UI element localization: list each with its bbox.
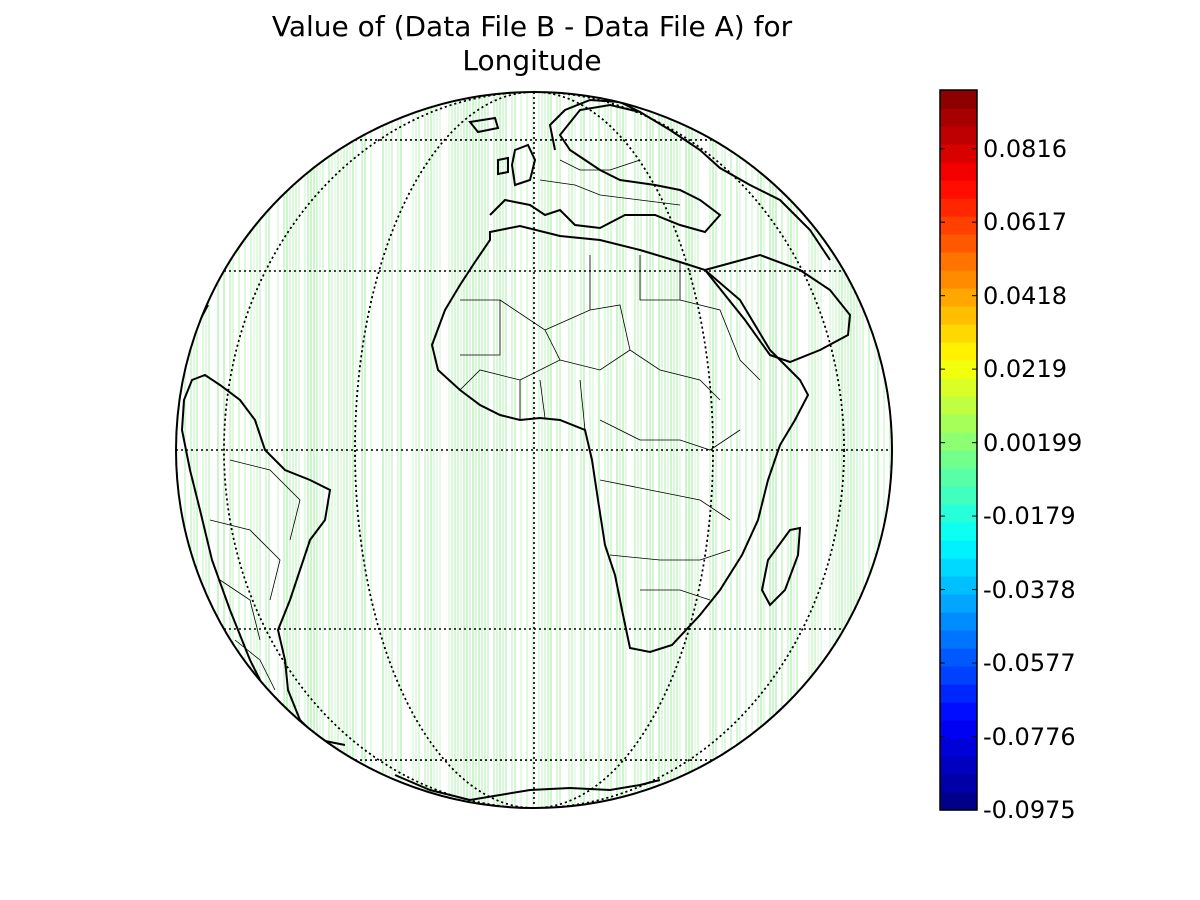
colorbar-band	[940, 324, 977, 343]
colorbar-band	[940, 414, 977, 433]
colorbar-band	[940, 108, 977, 127]
colorbar-band	[940, 234, 977, 253]
south-america-coastline	[180, 373, 346, 746]
colorbar-tick-label: -0.0179	[983, 502, 1076, 531]
colorbar-tick-label: 0.0219	[983, 355, 1067, 384]
colorbar-band	[940, 288, 977, 307]
colorbar-band	[940, 504, 977, 523]
colorbar-band	[940, 702, 977, 721]
madagascar-coastline	[760, 526, 802, 607]
globe-outline	[175, 91, 893, 809]
colorbar-band	[940, 558, 977, 577]
arabia-coastline	[703, 253, 852, 364]
colorbar-band	[940, 360, 977, 379]
colorbar-band	[940, 306, 977, 325]
ireland-coastline	[497, 156, 509, 176]
colorbar-band	[940, 468, 977, 487]
colorbar-tick-label: -0.0378	[983, 575, 1076, 604]
colorbar-band	[940, 342, 977, 361]
longitude-line	[223, 92, 845, 808]
colorbar-band	[940, 144, 977, 163]
colorbar-band	[940, 720, 977, 739]
britain-coastline	[510, 143, 537, 187]
colorbar-tick-label: -0.0577	[983, 649, 1076, 678]
colorbar-band	[940, 126, 977, 145]
africa-coastline	[430, 224, 810, 654]
graticule	[176, 92, 892, 808]
colorbar-band	[940, 684, 977, 703]
antarctica-coastline	[394, 774, 661, 802]
colorbar-band	[940, 216, 977, 235]
colorbar-band	[940, 378, 977, 397]
colorbar-band	[940, 270, 977, 289]
colorbar-band	[940, 576, 977, 595]
colorbar-band	[940, 756, 977, 775]
colorbar-band	[940, 252, 977, 271]
colorbar-tick-label: 0.00199	[983, 428, 1083, 457]
colorbar-tick-label: 0.0418	[983, 281, 1067, 310]
colorbar-band	[940, 522, 977, 541]
colorbar-band	[940, 540, 977, 559]
colorbar-tick-label: -0.0975	[983, 796, 1076, 824]
colorbar-tick-label: 0.0617	[983, 208, 1067, 237]
colorbar-band	[940, 666, 977, 685]
longitude-line	[354, 92, 714, 808]
iceland-coastline	[468, 116, 500, 134]
colorbar-band	[940, 90, 977, 109]
colorbar-band	[940, 198, 977, 217]
country-borders	[209, 159, 761, 691]
colorbar-band	[940, 594, 977, 613]
chart-title-line-2: Longitude	[462, 44, 602, 77]
colorbar-bands	[940, 90, 977, 811]
colorbar-band	[940, 432, 977, 451]
colorbar-band	[940, 630, 977, 649]
colorbar-band	[940, 486, 977, 505]
colorbar-band	[940, 738, 977, 757]
chart-title-line-1: Value of (Data File B - Data File A) for	[271, 10, 793, 43]
colorbar-band	[940, 396, 977, 415]
europe-coastline	[489, 103, 831, 261]
colorbar-ticks	[940, 148, 977, 811]
chart-title: Value of (Data File B - Data File A) for…	[232, 10, 832, 78]
colorbar-tick-label: -0.0776	[983, 722, 1076, 751]
colorbar-band	[940, 162, 977, 181]
colorbar-band	[940, 612, 977, 631]
colorbar-band	[940, 792, 977, 811]
colorbar-tick-label: 0.0816	[983, 134, 1067, 163]
colorbar-band	[940, 180, 977, 199]
colorbar-band	[940, 648, 977, 667]
colorbar-band	[940, 450, 977, 469]
colorbar-band	[940, 774, 977, 793]
colorbar-frame	[939, 89, 978, 811]
